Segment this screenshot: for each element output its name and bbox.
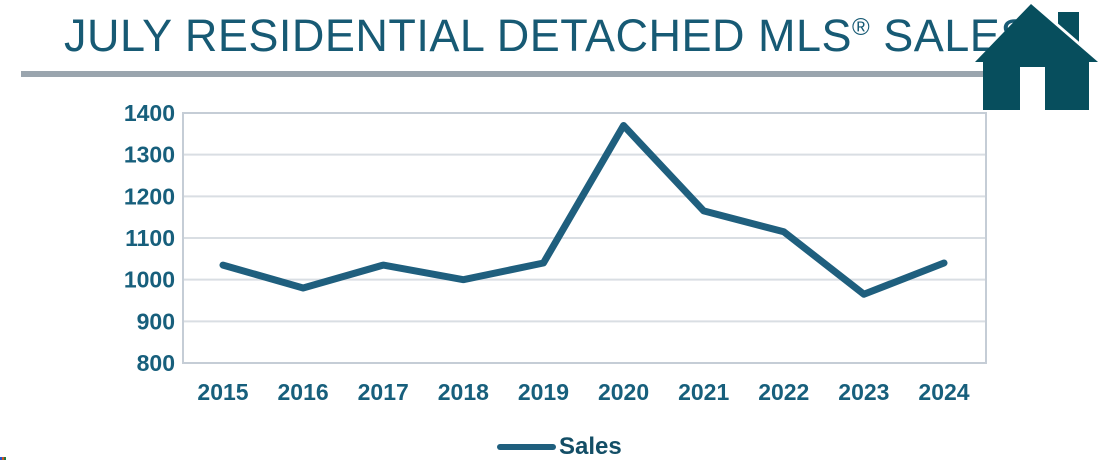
series-line-sales xyxy=(219,122,948,298)
x-axis-tick-label: 2020 xyxy=(598,379,649,405)
plot-border xyxy=(182,112,987,364)
stray-pixels xyxy=(0,457,6,460)
x-axis-tick-label: 2023 xyxy=(838,379,889,405)
house-roof xyxy=(975,4,1098,62)
y-axis-tick-label: 1000 xyxy=(124,267,175,293)
x-axis-tick-label: 2016 xyxy=(278,379,329,405)
x-axis-tick-label: 2019 xyxy=(518,379,569,405)
x-axis-tick-label: 2022 xyxy=(758,379,809,405)
y-axis-tick-label: 900 xyxy=(137,308,175,334)
header-divider xyxy=(21,71,983,77)
y-axis-tick-label: 1100 xyxy=(125,225,175,251)
legend-label: Sales xyxy=(559,433,622,460)
x-axis-tick-label: 2024 xyxy=(918,379,969,405)
y-axis-tick-label: 1400 xyxy=(124,100,175,126)
x-axis-tick-label: 2018 xyxy=(438,379,489,405)
x-axis-tick-label: 2015 xyxy=(197,379,248,405)
title-text: JULY RESIDENTIAL DETACHED MLS xyxy=(64,10,853,61)
x-axis-tick-label: 2017 xyxy=(358,379,409,405)
x-axis-tick-label: 2021 xyxy=(678,379,729,405)
roof-gap xyxy=(1027,4,1099,66)
page-title: JULY RESIDENTIAL DETACHED MLS® SALES xyxy=(64,10,1031,62)
house-icon xyxy=(975,4,1099,110)
registered-trademark-symbol: ® xyxy=(852,14,871,41)
y-axis-tick-label: 1200 xyxy=(124,183,175,209)
legend-line-swatch xyxy=(497,444,556,450)
y-axis-tick-label: 1300 xyxy=(124,142,175,168)
chart-legend: Sales xyxy=(497,433,622,460)
house-door xyxy=(1020,67,1045,110)
y-axis-tick-label: 800 xyxy=(137,350,175,376)
